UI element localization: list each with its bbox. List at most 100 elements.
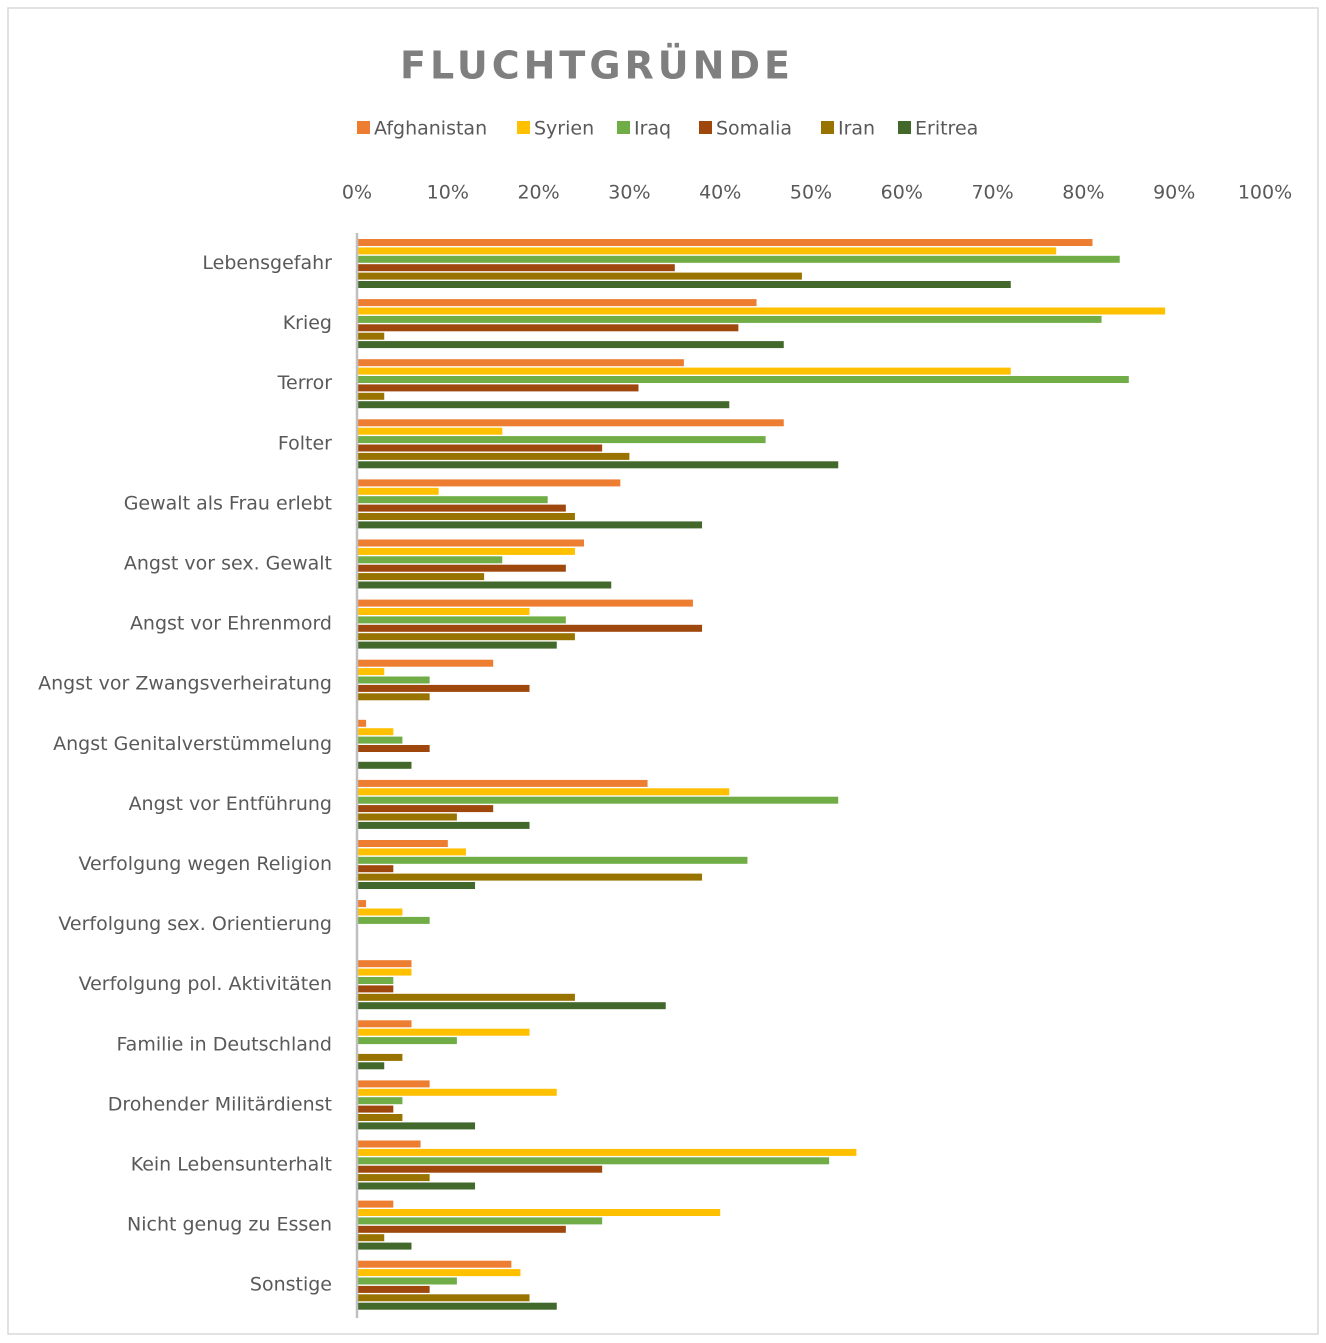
bar [357, 299, 757, 307]
legend-swatch [517, 121, 530, 134]
bar [357, 1217, 603, 1225]
bar [357, 1174, 430, 1182]
bar [357, 1285, 430, 1293]
bar [357, 1165, 603, 1173]
bar [357, 547, 575, 555]
bar [357, 719, 367, 727]
bar [357, 487, 439, 495]
bar [357, 307, 1166, 315]
y-tick-label: Verfolgung wegen Religion [78, 853, 332, 875]
bar [357, 882, 476, 889]
chart-title: FLUCHTGRÜNDE [400, 44, 794, 88]
bar [357, 1088, 557, 1096]
bar [357, 436, 766, 444]
bar [357, 608, 530, 615]
legend-swatch [699, 121, 712, 134]
bar [357, 419, 784, 427]
y-tick-label: Verfolgung sex. Orientierung [58, 913, 332, 935]
bar [357, 264, 675, 272]
bar [357, 1114, 403, 1121]
bar [357, 1260, 512, 1268]
bar [357, 1002, 666, 1010]
bar [357, 376, 1129, 383]
bar [357, 332, 385, 340]
legend-label: Somalia [716, 118, 792, 140]
bar [357, 985, 394, 993]
bar [357, 255, 1120, 263]
bar [357, 908, 403, 916]
bar [357, 796, 839, 804]
bar [357, 616, 566, 624]
bar [357, 341, 784, 349]
bar [357, 384, 639, 392]
y-tick-label: Sonstige [250, 1274, 332, 1296]
bar [357, 779, 648, 787]
legend-swatch [898, 121, 911, 134]
bar [357, 840, 448, 847]
bar [357, 367, 1011, 375]
bar [357, 315, 1102, 323]
bar [357, 1105, 394, 1113]
bar [357, 1225, 566, 1233]
bar [357, 564, 566, 572]
bar [357, 848, 466, 856]
y-tick-label: Terror [277, 372, 333, 394]
bar [357, 668, 385, 676]
bar [357, 968, 412, 976]
bar [357, 813, 457, 821]
y-tick-label: Familie in Deutschland [117, 1033, 333, 1055]
x-tick-label: 60% [881, 182, 923, 204]
bar [357, 581, 612, 589]
x-tick-label: 0% [342, 182, 372, 204]
bar [357, 1080, 430, 1088]
bar [357, 1182, 476, 1190]
y-tick-label: Krieg [283, 312, 332, 334]
bar [357, 513, 575, 520]
bar [357, 239, 1093, 246]
bar [357, 1037, 457, 1045]
y-tick-label: Kein Lebensunterhalt [131, 1154, 332, 1176]
bar [357, 977, 394, 984]
bar [357, 1209, 721, 1216]
legend-swatch [617, 121, 630, 134]
y-tick-label: Folter [278, 432, 332, 454]
bar [357, 1277, 457, 1285]
bar [357, 1242, 412, 1250]
bar [357, 676, 430, 684]
bar [357, 745, 430, 752]
bar [357, 1028, 530, 1036]
bar [357, 1020, 412, 1028]
bar [357, 1234, 385, 1242]
legend-label: Eritrea [915, 118, 978, 140]
bar [357, 1140, 421, 1148]
bar [357, 993, 575, 1001]
bar [357, 960, 412, 968]
x-tick-label: 100% [1238, 182, 1292, 204]
y-tick-label: Drohender Militärdienst [108, 1093, 332, 1115]
x-tick-label: 50% [790, 182, 832, 204]
bar [357, 599, 693, 607]
bar [357, 496, 548, 504]
bar [357, 1053, 403, 1061]
x-tick-label: 80% [1062, 182, 1104, 204]
bar [357, 728, 394, 736]
bar [357, 633, 575, 641]
bar [357, 873, 703, 881]
bar [357, 684, 530, 692]
bar [357, 1062, 385, 1070]
bar [357, 247, 1057, 255]
bar [357, 461, 839, 469]
bar [357, 641, 557, 649]
bar [357, 359, 684, 367]
chart-frame [7, 7, 1319, 1335]
bar [357, 444, 603, 452]
x-tick-label: 70% [971, 182, 1013, 204]
bar [357, 556, 503, 564]
bar [357, 1097, 403, 1105]
legend-swatch [821, 121, 834, 134]
bar [357, 521, 703, 529]
y-tick-label: Angst vor Zwangsverheiratung [38, 673, 332, 695]
y-tick-label: Angst vor Ehrenmord [130, 613, 332, 635]
bar [357, 865, 394, 873]
y-tick-label: Verfolgung pol. Aktivitäten [79, 973, 332, 995]
